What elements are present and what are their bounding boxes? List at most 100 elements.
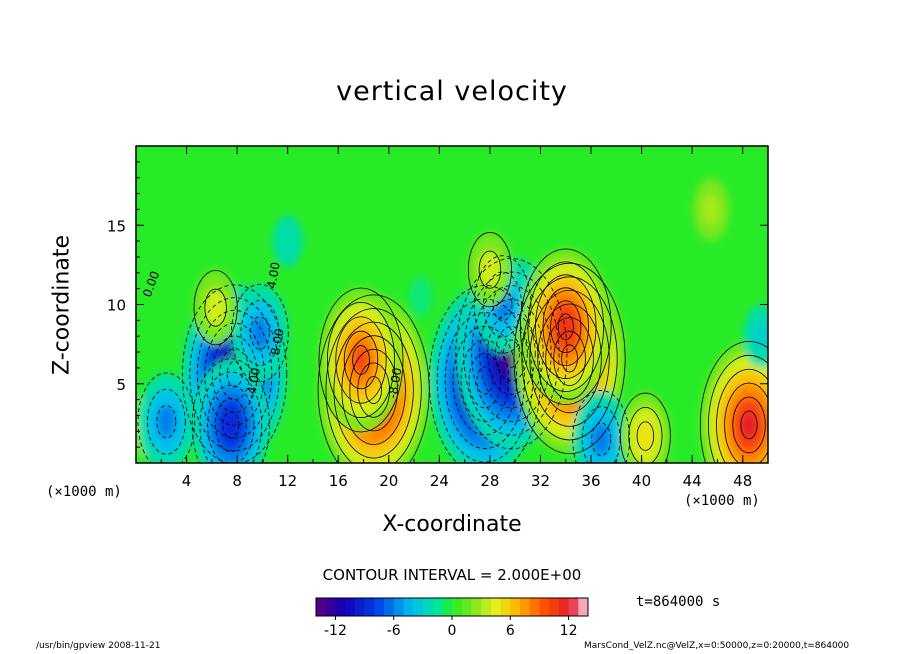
contour-line [619, 392, 671, 463]
colorbar-bin [432, 598, 443, 616]
x-tick-label: 44 [683, 472, 702, 490]
x-tick-label: 24 [430, 472, 449, 490]
contour-line [318, 287, 404, 433]
colorbar-tick-label: 0 [448, 623, 457, 639]
plot-area: 0.00 4.008.00-4.00 -8.00 4 8 12 16 20 24 28 32 36 4… [107, 145, 769, 490]
contour-line [636, 421, 655, 451]
time-label: t=864000 s [636, 594, 721, 610]
contour-line [473, 255, 532, 354]
x-tick-label: 32 [531, 472, 550, 490]
contour-line [341, 335, 406, 445]
colorbar-bin [384, 598, 395, 616]
contour-label: 4.00 [264, 261, 282, 290]
field-feature-ring [740, 411, 758, 439]
contour-line [542, 287, 589, 366]
contour-line [527, 261, 604, 392]
x-tick-label: 48 [733, 472, 752, 490]
contour-line [207, 384, 255, 463]
field-feature-ring [409, 276, 432, 317]
contour-line [476, 366, 494, 395]
contour-line [444, 312, 525, 449]
colorbar-bin [413, 598, 424, 616]
contour-line [467, 232, 512, 308]
contour-line [707, 354, 768, 463]
x-tick-label: 28 [480, 472, 499, 490]
contour-line [545, 317, 594, 400]
contour-line [550, 300, 582, 354]
colorbar-bin [393, 598, 404, 616]
contour-line [471, 285, 552, 423]
colorbar-bin [549, 598, 560, 616]
x-unit-left: (×1000 m) [46, 484, 122, 500]
colorbar-bin [422, 598, 434, 616]
contour-line [557, 313, 574, 341]
colorbar-bin [568, 598, 579, 616]
contour-line [137, 372, 196, 463]
contour-line [317, 294, 430, 463]
field-feature-ring [156, 405, 176, 439]
y-tick-label: 15 [107, 217, 126, 235]
contour-line [521, 276, 618, 441]
contour-line [204, 322, 265, 426]
contour-line [196, 309, 273, 439]
y-tick-label: 5 [116, 376, 126, 394]
y-axis-ticks: 5 10 15 [107, 145, 768, 464]
field-feature [692, 178, 730, 241]
field-feature [700, 341, 768, 463]
contour-line [628, 406, 663, 463]
colorbar-bin [325, 598, 336, 616]
contour-line [240, 300, 280, 366]
contour-line [204, 288, 227, 327]
contour-line [572, 390, 630, 463]
field-feature [194, 270, 238, 345]
colorbar-bin [442, 598, 453, 616]
contour-line [211, 335, 258, 413]
contour-line [519, 248, 612, 405]
contour-line [335, 316, 387, 404]
contour-line [436, 298, 533, 463]
contour-line [529, 289, 610, 427]
colorbar-bin [403, 598, 414, 616]
contour-line [724, 382, 768, 463]
x-tick-label: 36 [581, 472, 600, 490]
field-feature-ring [752, 320, 768, 352]
contour-line [492, 287, 513, 322]
contour-line [219, 348, 250, 401]
contour-line [716, 368, 768, 463]
contour-line [537, 303, 602, 414]
contour-line [732, 396, 766, 454]
x-tick-label: 4 [182, 472, 192, 490]
field-feature-ring [250, 316, 270, 350]
contour-line [156, 405, 177, 439]
contour-line [503, 339, 520, 368]
x-axis-label: X-coordinate [382, 512, 522, 537]
contour-label: -8.00 [385, 367, 404, 400]
field-feature [572, 390, 630, 463]
contour-line [365, 376, 382, 405]
colorbar-tick-label: 6 [506, 623, 515, 639]
field-feature [272, 215, 303, 267]
contour-line [495, 326, 528, 382]
contour-line [193, 270, 238, 346]
colorbar-bin [500, 598, 511, 616]
contour-line [455, 258, 568, 450]
field-feature-ring [223, 411, 239, 439]
field-feature [743, 304, 768, 368]
contour-line [553, 330, 586, 386]
field-feature-ring [479, 251, 501, 289]
colorbar-bin [539, 598, 550, 616]
x-axis-ticks: 4 8 12 16 20 24 28 32 36 40 44 48 [135, 146, 769, 490]
contour-line [535, 274, 597, 379]
colorbar-bin [374, 598, 385, 616]
colorbar-bin [578, 598, 589, 616]
field-feature-ring [204, 289, 227, 327]
colorbar-bin [558, 598, 570, 616]
colorbar-bin [461, 598, 472, 616]
colorbar-tick-label: 12 [560, 623, 578, 639]
x-tick-label: 40 [632, 472, 651, 490]
field-feature [620, 393, 671, 463]
contour-line [250, 316, 270, 350]
colorbar-tick-label: -6 [387, 623, 401, 639]
contour-line [343, 330, 379, 390]
contour-line [182, 284, 288, 463]
